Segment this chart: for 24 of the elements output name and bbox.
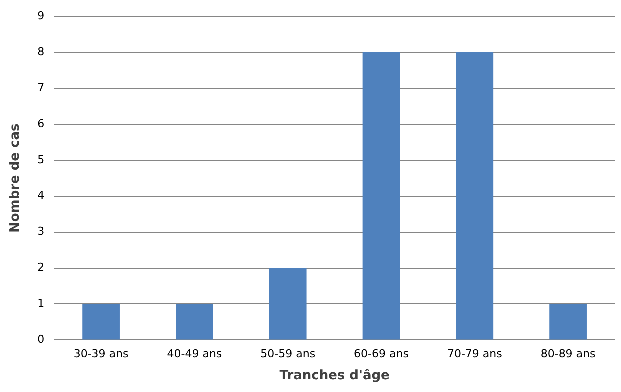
x-axis-title: Tranches d'âge (280, 368, 390, 384)
y-tick-label: 6 (38, 117, 45, 130)
y-tick-label: 3 (38, 225, 45, 238)
bar (456, 52, 494, 340)
bar (82, 304, 120, 340)
x-tick-label: 40-49 ans (167, 348, 222, 361)
y-tick-label: 5 (38, 153, 45, 166)
x-tick-label: 70-79 ans (447, 348, 503, 361)
x-tick-label: 30-39 ans (74, 348, 130, 361)
y-tick-label: 1 (38, 297, 45, 310)
bar (550, 304, 587, 340)
y-tick-label: 8 (38, 45, 45, 58)
y-tick-label: 0 (38, 333, 45, 346)
x-tick-label: 60-69 ans (354, 348, 410, 361)
x-tick-label: 50-59 ans (260, 348, 316, 361)
y-tick-label: 7 (38, 81, 45, 94)
bar (362, 52, 400, 340)
y-tick-label: 9 (38, 9, 45, 22)
y-tick-label: 4 (38, 189, 45, 202)
x-tick-label: 80-89 ans (540, 348, 596, 361)
bar (269, 268, 307, 340)
y-tick-label: 2 (38, 261, 45, 274)
bar (176, 304, 214, 340)
y-axis-title: Nombre de cas (8, 123, 24, 234)
